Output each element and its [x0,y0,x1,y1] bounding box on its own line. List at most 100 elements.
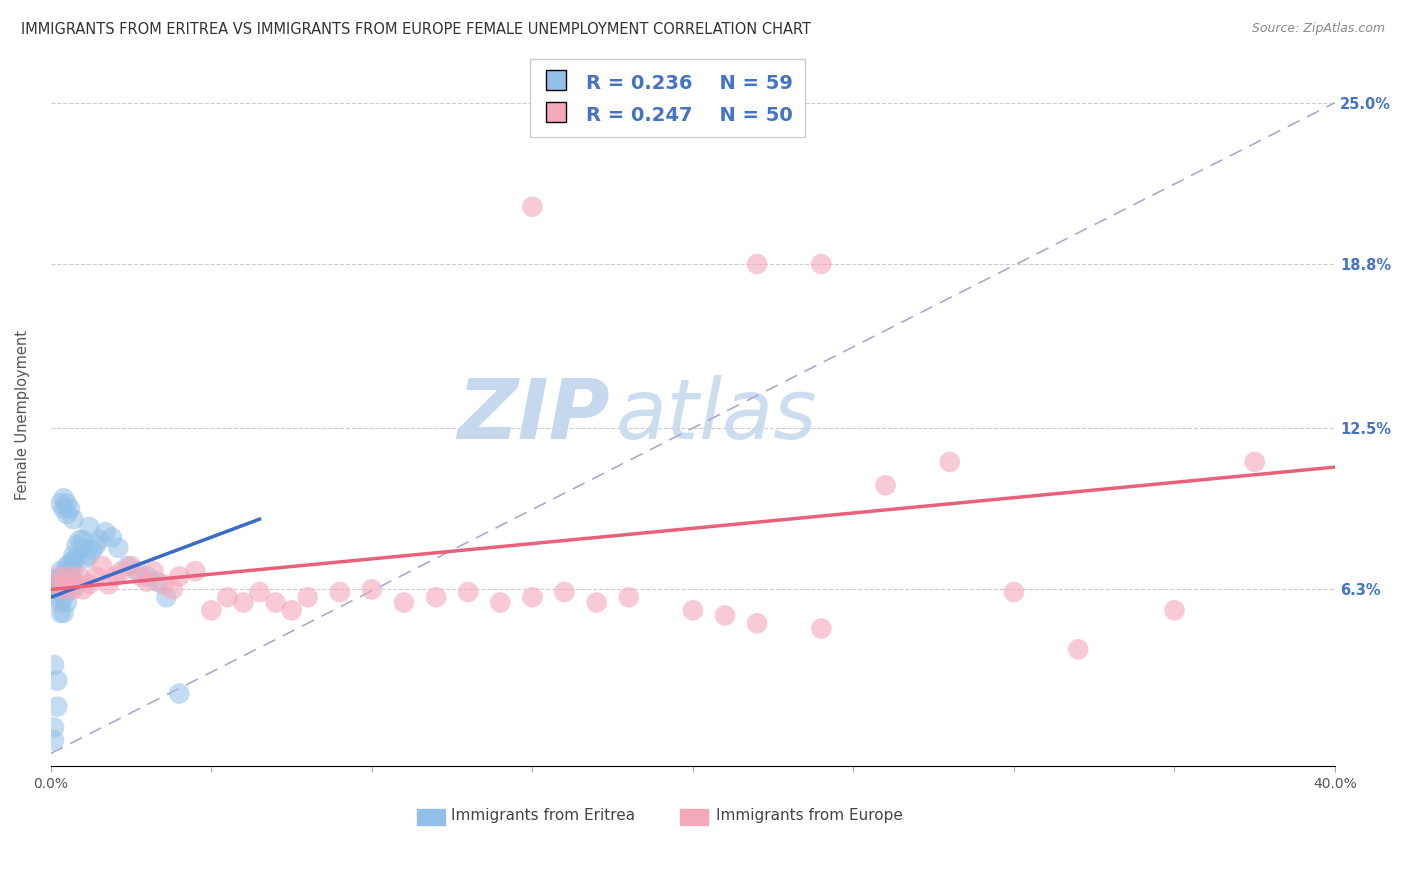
Point [79,577,101,591]
Point [69,569,91,583]
Bar [416,809,446,825]
Point [59,501,82,516]
Point [52,577,75,591]
Point [747,616,769,631]
Point [280,603,302,617]
Point [617,591,640,605]
Point [49,574,72,589]
Point [120,559,142,574]
Point [65,538,87,552]
Point [52,569,75,583]
Point [155,591,177,605]
Point [46,591,69,605]
Point [59,564,82,578]
Point [162,582,184,597]
Point [297,591,319,605]
Point [232,595,254,609]
Point [167,569,190,583]
Point [42,580,65,594]
Point [52,491,75,506]
Point [46,673,69,688]
Point [72,582,94,597]
Point [264,595,287,609]
Text: Immigrants from Eritrea: Immigrants from Eritrea [451,808,636,823]
Text: Source: ZipAtlas.com: Source: ZipAtlas.com [1251,22,1385,36]
Point [42,657,65,672]
Point [46,572,69,586]
Point [129,569,152,583]
Point [52,606,75,620]
Point [142,564,165,578]
Point [136,574,159,589]
Point [49,595,72,609]
Text: Immigrants from Europe: Immigrants from Europe [716,808,903,823]
Point [553,585,575,599]
Point [56,559,79,574]
Point [127,564,149,578]
Point [184,564,207,578]
Point [97,577,120,591]
Point [56,564,79,578]
Point [56,507,79,521]
Point [42,720,65,734]
Point [107,541,129,555]
Point [52,501,75,516]
Point [585,595,607,609]
Point [56,569,79,583]
Point [84,569,107,583]
Point [167,687,190,701]
Point [69,533,91,547]
Point [94,525,117,540]
Point [392,595,415,609]
Point [49,606,72,620]
Point [360,582,382,597]
Point [91,559,114,574]
Point [714,608,737,623]
Point [59,557,82,571]
Point [72,541,94,555]
Text: ZIP: ZIP [457,375,609,456]
Point [1067,642,1090,657]
Point [79,520,101,534]
Bar [681,809,709,825]
Point [79,549,101,563]
Point [52,582,75,597]
Point [49,569,72,583]
Point [522,591,544,605]
Point [939,455,962,469]
Text: IMMIGRANTS FROM ERITREA VS IMMIGRANTS FROM EUROPE FEMALE UNEMPLOYMENT CORRELATIO: IMMIGRANTS FROM ERITREA VS IMMIGRANTS FR… [21,22,811,37]
Point [59,569,82,583]
Point [84,538,107,552]
Point [65,551,87,566]
Point [52,591,75,605]
Y-axis label: Female Unemployment: Female Unemployment [15,330,30,500]
Point [49,582,72,597]
Point [875,478,897,492]
Point [52,580,75,594]
Point [56,595,79,609]
Point [136,569,159,583]
Point [489,595,512,609]
Point [146,574,169,589]
Point [249,585,271,599]
Point [56,582,79,597]
Point [49,569,72,583]
Point [46,577,69,591]
Point [59,569,82,583]
Point [425,591,447,605]
Point [75,551,97,566]
Point [117,559,139,574]
Point [1002,585,1025,599]
Point [62,582,84,597]
Point [152,577,174,591]
Point [682,603,704,617]
Point [46,582,69,597]
Point [62,549,84,563]
Point [49,564,72,578]
Point [59,582,82,597]
Point [217,591,239,605]
Point [82,543,104,558]
Point [62,512,84,526]
Point [1243,455,1265,469]
Point [101,530,124,544]
